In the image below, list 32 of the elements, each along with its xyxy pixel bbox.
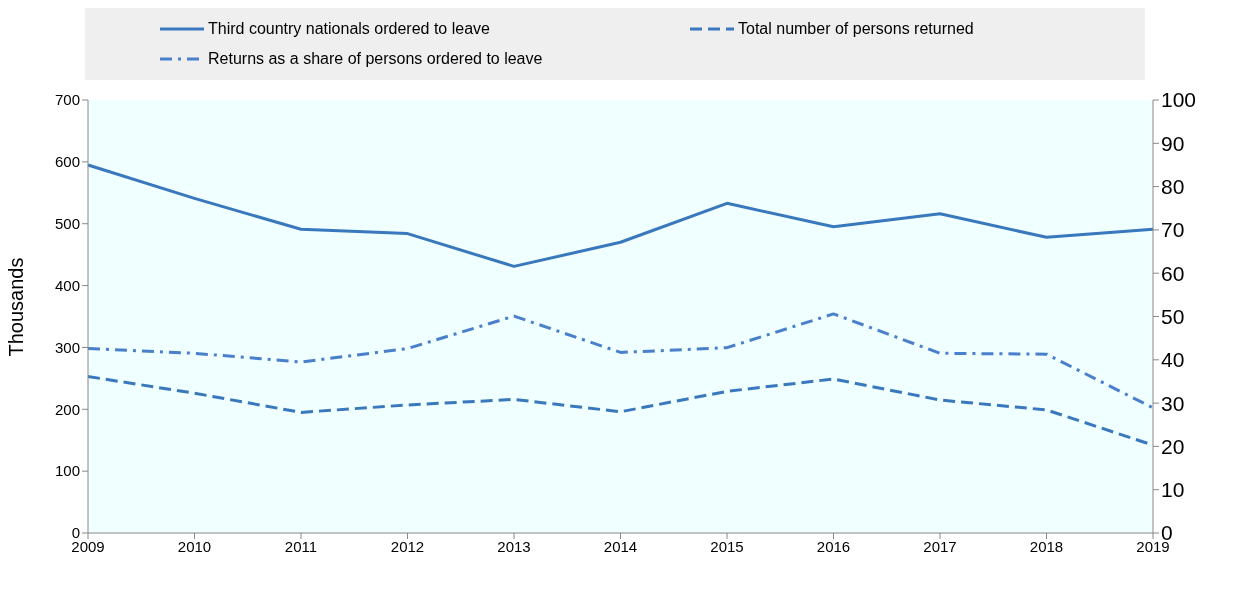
y2-tick-label: 40	[1161, 348, 1185, 372]
legend-label: Total number of persons returned	[738, 20, 974, 38]
line-series	[86, 163, 1155, 268]
x-tick-label: 2012	[390, 537, 425, 555]
x-tick-label: 2011	[284, 537, 318, 555]
line-series	[86, 312, 1155, 410]
x-tick-label: 2017	[923, 537, 957, 555]
x-tick-label: 2010	[177, 537, 212, 555]
y-tick-label: 100	[54, 462, 80, 480]
y2-tick-label: 30	[1161, 391, 1185, 415]
x-tick-label: 2015	[710, 537, 744, 555]
y-tick-label: 300	[54, 338, 80, 356]
x-tick-label: 2018	[1029, 537, 1064, 555]
y-tick-label: 200	[54, 400, 80, 418]
y2-tick-label: 100	[1161, 88, 1197, 112]
y2-tick-label: 80	[1161, 175, 1185, 199]
y-tick-label: 500	[54, 215, 80, 233]
legend-label: Third country nationals ordered to leave	[208, 20, 490, 38]
y2-tick-label: 10	[1161, 478, 1185, 502]
y-tick-label: 600	[54, 153, 80, 171]
y2-tick-label: 20	[1161, 434, 1185, 458]
y2-tick-label: 70	[1161, 218, 1185, 242]
y2-tick-label: 50	[1161, 304, 1185, 328]
x-tick-label: 2013	[497, 537, 531, 555]
y2-tick-label: 60	[1161, 261, 1185, 285]
y-tick-label: 400	[54, 276, 80, 294]
y-tick-label: 700	[54, 91, 80, 109]
x-tick-label: 2016	[816, 537, 851, 555]
x-tick-label: 2014	[603, 537, 638, 555]
y-axis-title: Thousands	[5, 257, 28, 357]
y2-tick-label: 90	[1161, 131, 1185, 155]
legend-label: Returns as a share of persons ordered to leave	[208, 50, 543, 68]
